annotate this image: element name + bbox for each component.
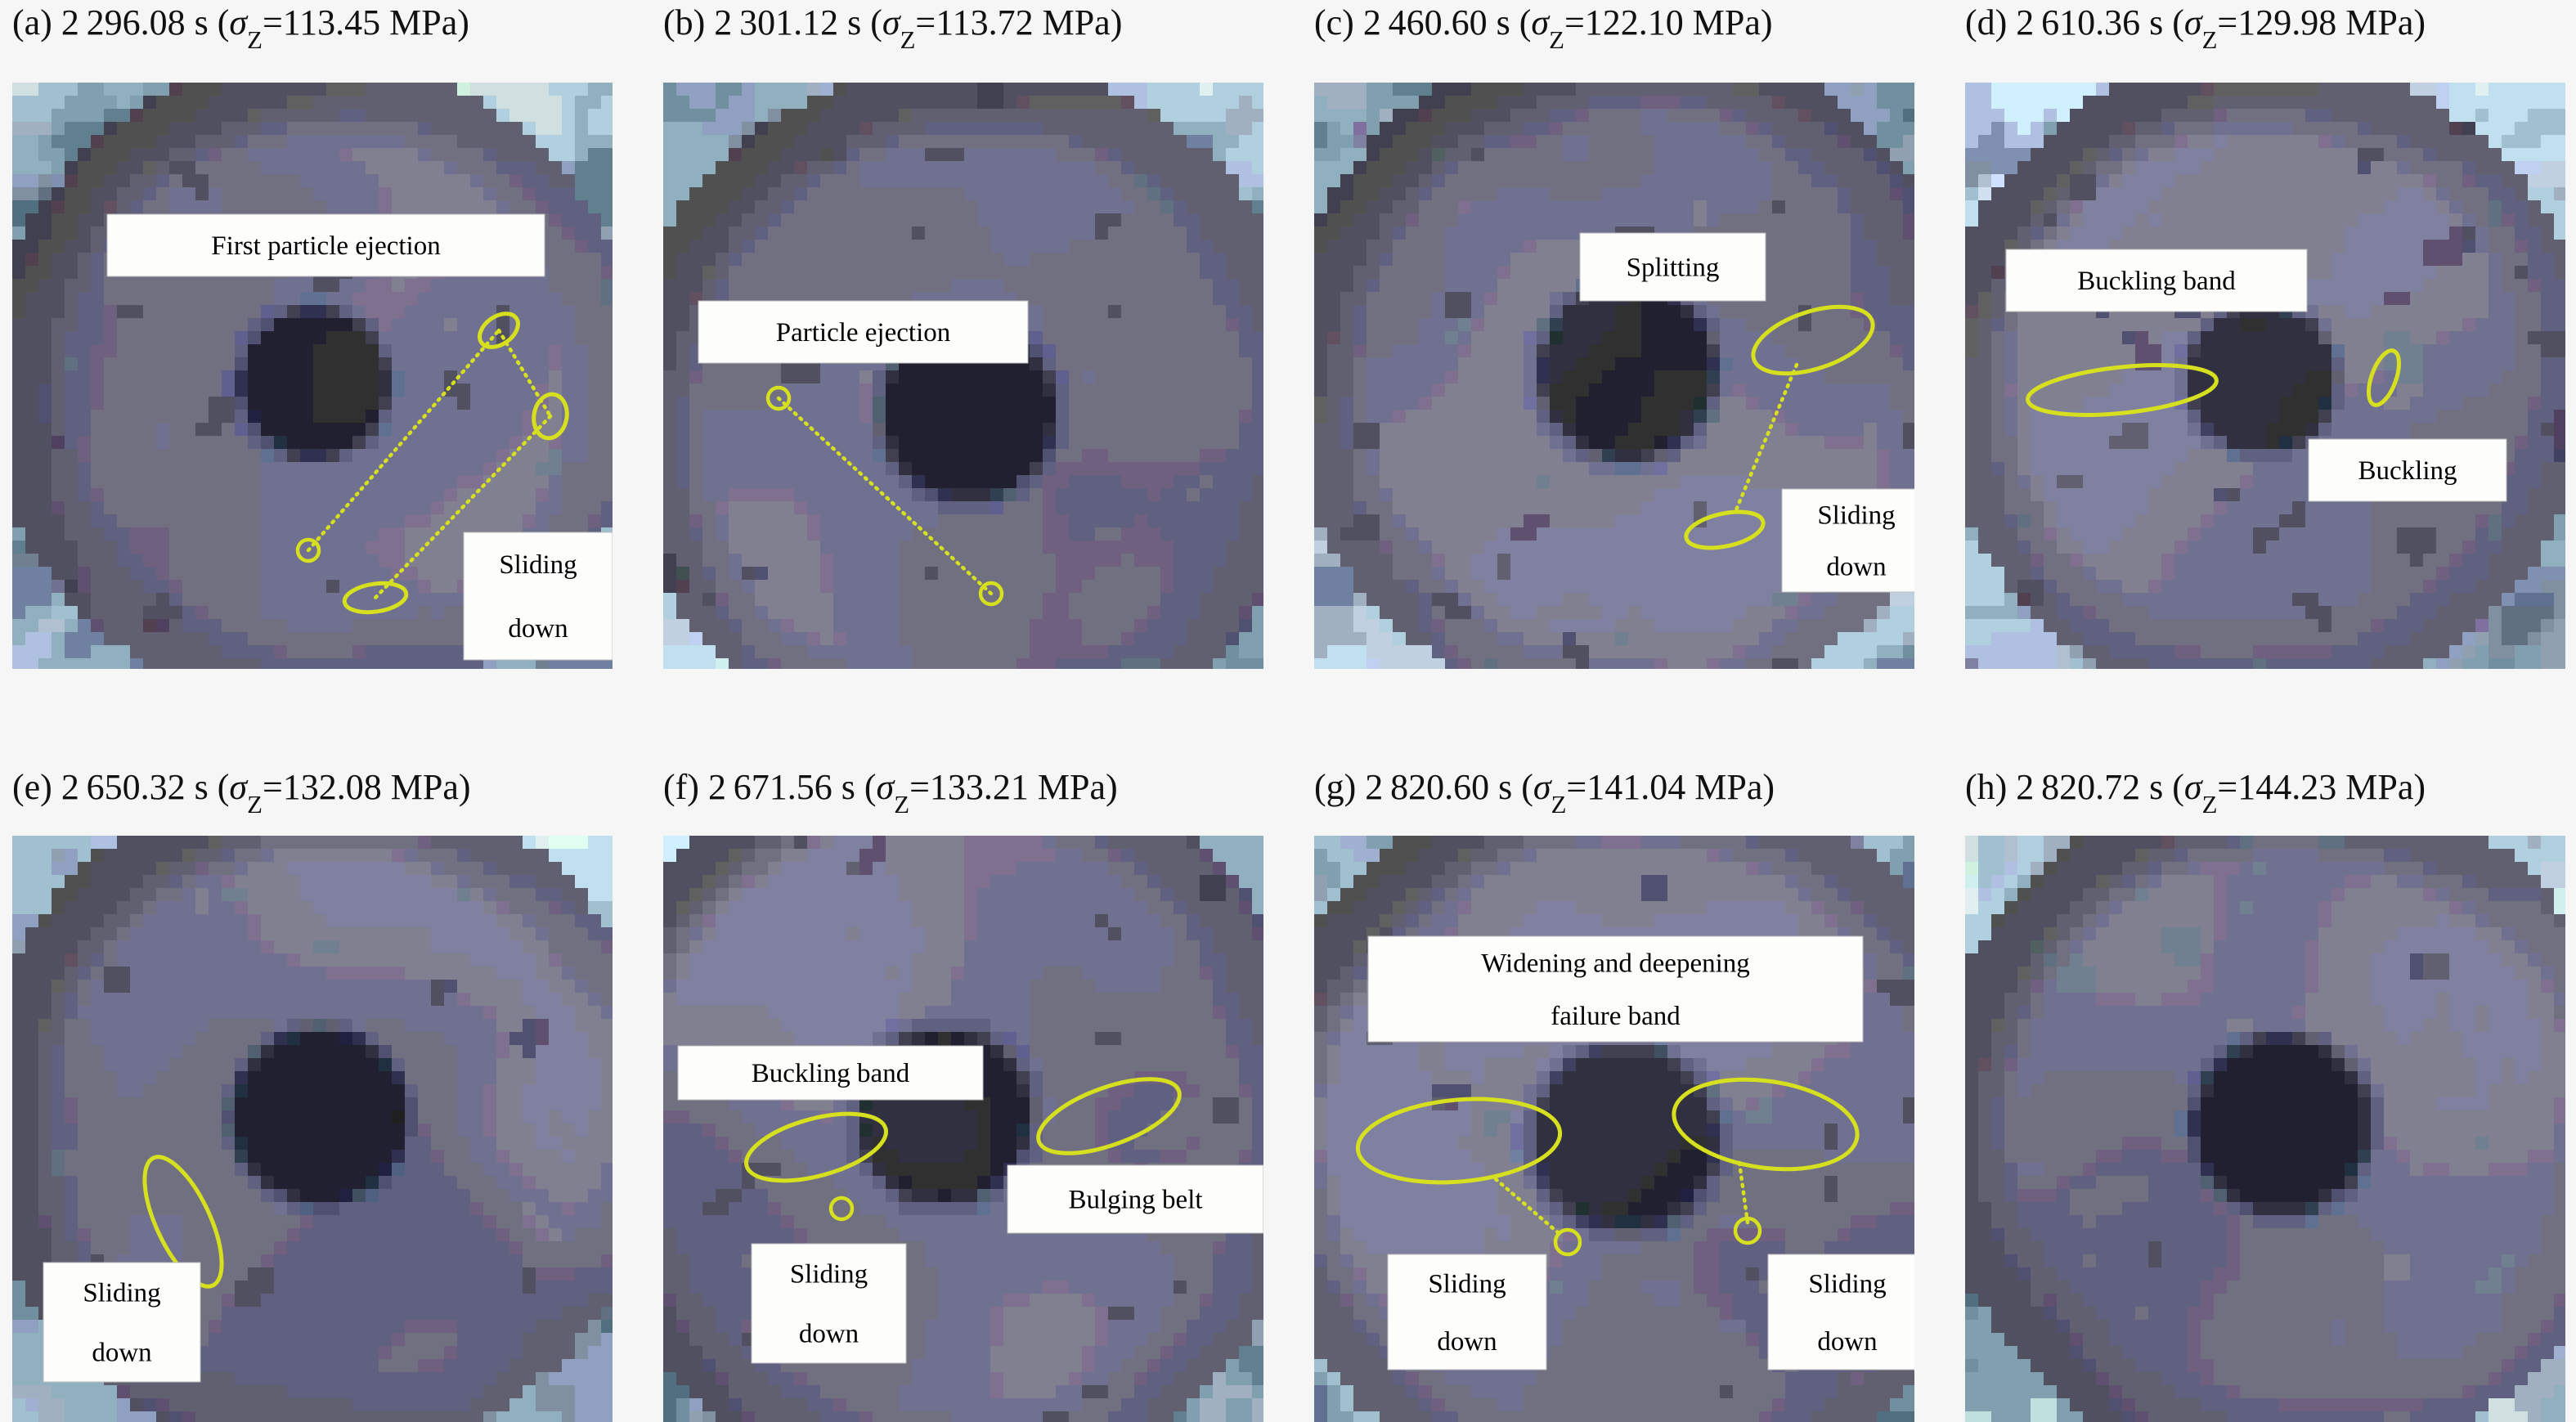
svg-text:Widening and deepening: Widening and deepening — [1481, 949, 1750, 978]
svg-text:down: down — [1817, 1327, 1877, 1357]
svg-text:Sliding: Sliding — [499, 550, 577, 580]
svg-text:Particle ejection: Particle ejection — [776, 318, 951, 348]
svg-text:Buckling band: Buckling band — [752, 1059, 910, 1088]
svg-text:failure band: failure band — [1551, 1002, 1681, 1031]
svg-text:First particle ejection: First particle ejection — [211, 231, 440, 261]
svg-text:Sliding: Sliding — [1808, 1269, 1886, 1299]
svg-text:Buckling: Buckling — [2358, 456, 2457, 486]
svg-text:Buckling band: Buckling band — [2077, 267, 2236, 296]
svg-text:down: down — [799, 1320, 859, 1349]
svg-text:down: down — [508, 614, 568, 644]
svg-text:Sliding: Sliding — [1428, 1269, 1506, 1299]
svg-text:down: down — [92, 1339, 151, 1368]
svg-text:Sliding: Sliding — [1817, 501, 1895, 531]
svg-text:Splitting: Splitting — [1627, 253, 1720, 283]
svg-text:Bulging belt: Bulging belt — [1068, 1186, 1202, 1215]
svg-text:Sliding: Sliding — [83, 1279, 160, 1308]
svg-text:Sliding: Sliding — [790, 1260, 868, 1290]
svg-text:down: down — [1437, 1327, 1497, 1357]
svg-text:down: down — [1826, 553, 1886, 582]
